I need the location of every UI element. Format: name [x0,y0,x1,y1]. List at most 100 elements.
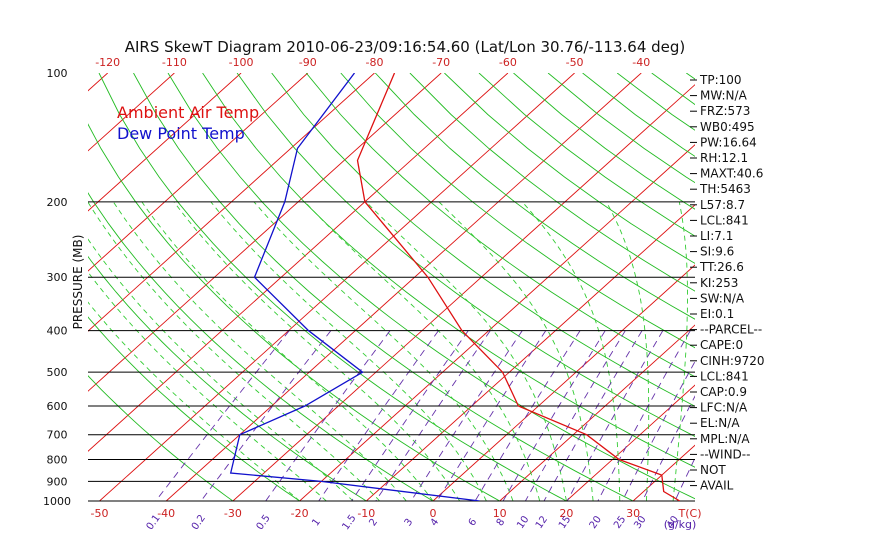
moist-adiabat-line [672,201,688,501]
mixing-ratio-line [597,330,691,501]
mixing-ratio-line [200,330,332,501]
mixing-ratio-tick-label: 2 [367,517,380,529]
top-temp-tick-label: -70 [432,56,450,69]
index-label: NOT [700,463,726,477]
mixing-ratio-tick-label: 3 [403,517,416,529]
isotherm-line [365,204,695,501]
top-temp-tick-label: -100 [229,56,254,69]
moist-adiabat-line [521,201,621,501]
temp-unit-label: T(C) [678,507,702,520]
index-label: FRZ:573 [700,104,750,118]
mixing-ratio-tick-label: 12 [534,514,550,531]
mixing-ratio-tick-label: 1.5 [340,513,358,532]
dry-adiabat-line [88,316,300,501]
moist-adiabat-line [304,201,541,501]
top-temp-tick-label: -120 [95,56,120,69]
mixing-ratio-tick-label: 0.2 [190,513,208,532]
mixing-ratio-tick-label: 6 [467,517,480,529]
isotherm-line [767,73,870,501]
isotherm-line [232,84,695,501]
dry-adiabat-line [236,73,695,437]
index-label: MPL:N/A [700,432,750,446]
index-label: MAXT:40.6 [700,167,763,181]
pressure-tick-label: 200 [47,196,68,209]
index-label: LI:7.1 [700,229,733,243]
pressure-tick-label: 400 [47,325,68,338]
index-label: LFC:N/A [700,401,748,415]
top-temp-tick-label: -80 [365,56,383,69]
index-label: TT:26.6 [699,260,744,274]
isotherm-line [833,73,870,501]
index-label: --WIND-- [700,447,750,461]
mixing-ratio-line [621,360,695,501]
moist-adiabat-line [210,201,487,501]
mixing-ratio-tick-label: 1 [310,517,323,529]
isotherm-line [499,324,695,501]
index-label: LCL:841 [700,369,749,383]
top-temp-tick-label: -90 [299,56,317,69]
bottom-temp-tick-label: -10 [357,507,375,520]
dry-adiabat-line [133,73,634,501]
chart-title: AIRS SkewT Diagram 2010-06-23/09:16:54.6… [125,38,686,56]
dry-adiabat-line [374,73,695,320]
top-temp-tick-label: -40 [632,56,650,69]
isobars [88,201,695,502]
isotherm-line [432,264,695,501]
bottom-temp-tick-label: 20 [559,507,573,520]
bottom-temp-tick-label: -40 [157,507,175,520]
index-label: RH:12.1 [700,151,748,165]
dry-adiabat-line [305,73,695,378]
bottom-temp-tick-label: -30 [224,507,242,520]
index-label: L57:8.7 [700,198,745,212]
mixing-ratio-tick-label: 4 [429,517,442,529]
profiles [229,73,681,501]
index-label: CAPE:0 [700,338,743,352]
dry-adiabat-line [271,73,695,407]
top-temp-tick-label: -110 [162,56,187,69]
index-label: PW:16.64 [700,135,757,149]
dry-adiabat-line [88,192,434,501]
pressure-tick-label: 700 [47,429,68,442]
dry-adiabat-line [651,73,695,106]
isotherm-line [88,73,375,332]
dry-adiabat-line [444,73,695,264]
bottom-temp-tick-label: 30 [626,507,640,520]
index-label: SW:N/A [700,291,745,305]
dry-adiabat-line [340,73,695,349]
isotherm-line [88,73,509,452]
index-label: WB0:495 [700,120,755,134]
index-label: --PARCEL-- [700,323,762,337]
moist-adiabat-line [88,201,380,501]
mixing-ratio-tick-label: 10 [515,514,531,531]
index-label: EL:N/A [700,416,740,430]
dry-adiabat-line [88,375,234,501]
dry-adiabat-line [167,73,695,500]
dry-adiabat-line [88,255,367,501]
isotherm-line [88,73,309,272]
legend-entry-dew-point: Dew Point Temp [117,124,245,143]
moist-adiabat-line [88,238,354,501]
mixing-ratio-line [351,330,469,501]
mixing-ratio-line [502,330,606,501]
index-label: AVAIL [700,479,734,493]
mixing-ratio-tick-label: 8 [495,517,508,529]
pressure-tick-label: 500 [47,366,68,379]
index-label: KI:253 [700,276,738,290]
isotherm-line [299,144,695,501]
bottom-temp-tick-label: 0 [430,507,437,520]
dry-adiabat-line [202,73,695,468]
index-label: CAP:0.9 [700,385,747,399]
index-label: SI:9.6 [700,245,734,259]
mixing-ratio-unit-label: (g/kg) [664,518,697,531]
mixing-ratio-line [543,330,643,501]
moist-adiabat-line [141,201,434,501]
index-label: TH:5463 [699,182,751,196]
dry-adiabat-line [513,73,695,210]
isotherm-line [88,73,442,392]
index-label: CINH:9720 [700,354,765,368]
bottom-temp-tick-label: -20 [291,507,309,520]
mixing-ratio-line [436,330,547,501]
isotherm-line [99,73,575,501]
